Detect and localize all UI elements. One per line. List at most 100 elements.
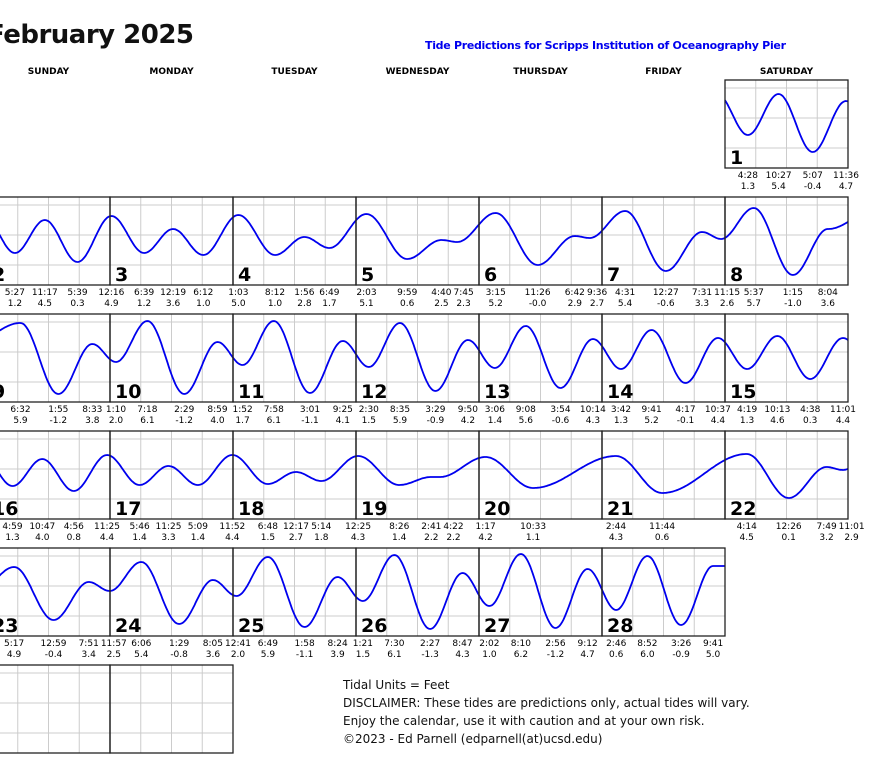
tide-height: 4.3 — [455, 650, 469, 660]
day-cell — [724, 430, 849, 520]
tide-height: 1.4 — [392, 533, 407, 543]
day-number: 25 — [238, 615, 264, 637]
tide-height: -1.2 — [175, 416, 193, 426]
day-cell — [601, 547, 726, 637]
labels: SUNDAY MONDAY TUESDAY WEDNESDAY THURSDAY FRID… — [0, 67, 865, 660]
day-number: 2 — [0, 264, 5, 286]
tide-height: 2.2 — [424, 533, 438, 543]
day-number: 1 — [730, 147, 743, 169]
tide-time: 8:59 — [207, 405, 227, 415]
tide-time: 6:42 — [565, 288, 585, 298]
tide-height: 4.2 — [461, 416, 475, 426]
tide-time: 3:15 — [486, 288, 506, 298]
tide-time: 4:38 — [800, 405, 820, 415]
day-number: 5 — [361, 264, 374, 286]
tide-time: 1:55 — [48, 405, 68, 415]
tide-height: -0.9 — [427, 416, 445, 426]
tide-time: 5:46 — [129, 522, 149, 532]
tide-height: 1.3 — [741, 182, 755, 192]
tide-time: 5:07 — [803, 171, 823, 181]
day-number: 16 — [0, 498, 18, 520]
tide-height: 4.3 — [586, 416, 600, 426]
tide-curve-week — [724, 93, 849, 153]
tide-height: 3.8 — [85, 416, 100, 426]
tide-height: 1.7 — [322, 299, 336, 309]
tide-height: 4.4 — [836, 416, 851, 426]
tide-height: 5.4 — [618, 299, 633, 309]
tide-time: 7:58 — [264, 405, 284, 415]
weekday-header: MONDAY — [149, 67, 194, 77]
tide-height: 0.6 — [609, 650, 624, 660]
tide-time: 4:31 — [615, 288, 635, 298]
tide-height: 0.3 — [70, 299, 84, 309]
tide-height: -0.6 — [657, 299, 675, 309]
tide-height: 1.5 — [261, 533, 275, 543]
tide-height: 4.7 — [839, 182, 853, 192]
tide-time: 4:17 — [675, 405, 695, 415]
day-cell — [109, 664, 234, 754]
tide-time: 4:22 — [443, 522, 463, 532]
tide-height: -1.2 — [547, 650, 565, 660]
day-number: 3 — [115, 264, 128, 286]
tide-time: 12:25 — [345, 522, 371, 532]
tide-time: 1:15 — [783, 288, 803, 298]
tide-time: 5:17 — [4, 639, 24, 649]
tide-time: 2:03 — [356, 288, 376, 298]
tide-time: 3:42 — [611, 405, 631, 415]
grid — [0, 80, 848, 753]
tide-height: 1.5 — [356, 650, 370, 660]
tide-height: 4.0 — [35, 533, 50, 543]
tide-height: 4.7 — [580, 650, 594, 660]
day-number: 24 — [115, 615, 141, 637]
tide-height: 5.4 — [771, 182, 786, 192]
tide-time: 1:56 — [294, 288, 314, 298]
tide-time: 7:31 — [692, 288, 712, 298]
tide-height: 6.1 — [387, 650, 401, 660]
tide-height: -1.3 — [421, 650, 439, 660]
tide-height: 5.2 — [489, 299, 503, 309]
tide-time: 10:13 — [764, 405, 790, 415]
tide-height: 4.4 — [100, 533, 115, 543]
tide-time: 12:16 — [98, 288, 124, 298]
day-borders — [0, 79, 849, 754]
tide-time: 9:08 — [516, 405, 536, 415]
tide-height: 1.4 — [132, 533, 147, 543]
tide-time: 8:04 — [818, 288, 838, 298]
day-number: 8 — [730, 264, 743, 286]
tide-height: 2.7 — [590, 299, 604, 309]
tide-height: 1.5 — [362, 416, 376, 426]
tide-time: 12:27 — [653, 288, 679, 298]
tide-height: 1.3 — [5, 533, 19, 543]
tide-time: 11:26 — [525, 288, 551, 298]
tide-height: 5.9 — [261, 650, 276, 660]
tide-time: 5:37 — [744, 288, 764, 298]
weekday-header: THURSDAY — [513, 67, 568, 77]
tide-time: 11:52 — [219, 522, 245, 532]
footer-notes: Tidal Units = Feet DISCLAIMER: These tid… — [343, 676, 750, 748]
tide-height: 6.1 — [140, 416, 154, 426]
tide-height: 4.6 — [770, 416, 785, 426]
tide-time: 9:59 — [397, 288, 417, 298]
tide-time: 3:06 — [485, 405, 505, 415]
tide-time: 6:49 — [258, 639, 278, 649]
tide-time: 7:49 — [816, 522, 836, 532]
tide-time: 2:29 — [174, 405, 194, 415]
day-number: 12 — [361, 381, 387, 403]
tide-time: 12:19 — [160, 288, 186, 298]
tide-time: 2:46 — [606, 639, 626, 649]
tide-time: 10:47 — [29, 522, 55, 532]
tide-time: 8:26 — [389, 522, 409, 532]
tide-height: 1.1 — [526, 533, 540, 543]
tide-time: 11:25 — [156, 522, 182, 532]
tide-time: 3:01 — [300, 405, 320, 415]
disclaimer: DISCLAIMER: These tides are predictions … — [343, 696, 750, 710]
tide-time: 5:39 — [67, 288, 87, 298]
tide-height: 2.0 — [231, 650, 246, 660]
month-title: February 2025 — [0, 20, 194, 50]
tide-height: 4.3 — [351, 533, 365, 543]
tide-time: 8:33 — [82, 405, 102, 415]
tide-height: -0.0 — [529, 299, 547, 309]
tide-height: 1.4 — [488, 416, 503, 426]
tide-time: 5:09 — [188, 522, 208, 532]
day-number: 28 — [607, 615, 633, 637]
